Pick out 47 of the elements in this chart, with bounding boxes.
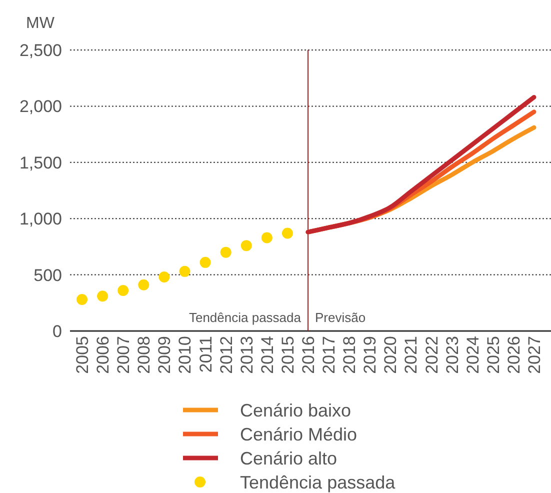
x-tick-label: 2013: [237, 336, 256, 374]
y-tick-label: 500: [34, 266, 62, 285]
x-tick-label: 2007: [114, 336, 134, 374]
y-tick-label: 0: [52, 322, 62, 341]
x-tick-label: 2012: [216, 336, 236, 374]
point: [97, 290, 108, 302]
y-tick-label: 1,000: [19, 210, 62, 229]
x-tick-label: 2026: [504, 336, 524, 374]
x-tick-label: 2027: [525, 336, 544, 374]
legend-label: Cenário Médio: [240, 424, 358, 444]
point: [200, 256, 211, 268]
x-tick-label: 2023: [442, 336, 462, 374]
x-tick-label: 2018: [340, 336, 360, 374]
annotation: Previsão: [315, 310, 366, 325]
point: [261, 232, 272, 244]
x-tick-label: 2016: [299, 336, 318, 374]
x-tick-label: 2020: [381, 336, 400, 374]
x-tick-label: 2006: [94, 336, 113, 374]
y-tick-label: 1,500: [19, 153, 62, 172]
y-tick-label: 2,000: [19, 97, 62, 116]
legend-label: Cenário alto: [240, 448, 338, 468]
x-tick-label: 2022: [422, 336, 442, 374]
annotation: Tendência passada: [188, 310, 302, 325]
y-tick-label: 2,500: [19, 40, 62, 60]
point: [138, 279, 150, 290]
x-tick-label: 2019: [360, 336, 380, 374]
legend-label: Tendência passada: [240, 472, 396, 492]
point: [220, 246, 232, 258]
x-tick-label: 2024: [463, 336, 482, 374]
x-tick-label: 2008: [134, 336, 154, 374]
x-tick-label: 2015: [278, 336, 298, 374]
x-tick-label: 2010: [176, 336, 195, 374]
x-tick-label: 2014: [258, 336, 277, 374]
point: [179, 266, 190, 277]
y-axis-title: MW: [26, 15, 56, 32]
legend-label: Cenário baixo: [240, 400, 352, 420]
x-tick-label: 2005: [73, 336, 92, 374]
point: [240, 240, 252, 252]
point: [282, 228, 293, 239]
x-tick-label: 2021: [402, 336, 421, 374]
point: [158, 272, 170, 283]
x-tick-label: 2011: [196, 336, 216, 373]
x-tick-label: 2025: [484, 336, 503, 374]
x-tick-label: 2009: [155, 336, 174, 374]
point: [118, 285, 129, 296]
point: [76, 294, 88, 306]
x-tick-label: 2017: [320, 336, 339, 374]
